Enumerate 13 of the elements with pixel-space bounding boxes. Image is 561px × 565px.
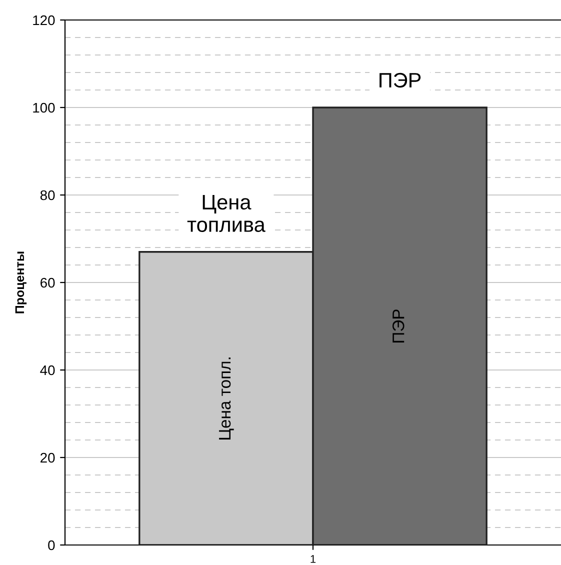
annotation: Цена топлива [187, 195, 266, 232]
y-tick-label: 80 [40, 190, 55, 200]
annotation: ПЭР [380, 72, 421, 88]
y-axis-title: Проценты [15, 252, 27, 314]
y-tick-label: 40 [40, 365, 55, 376]
y-tick-label: 60 [40, 278, 55, 288]
x-tick-label: 1 [310, 555, 316, 563]
y-tick-label: 100 [33, 102, 55, 113]
y-tick-label: 120 [33, 15, 55, 26]
series-label: ПЭР [392, 310, 404, 342]
series-label: Цена топл. [219, 358, 234, 440]
y-tick-label: 0 [48, 540, 55, 550]
y-tick-label: 20 [40, 452, 55, 463]
